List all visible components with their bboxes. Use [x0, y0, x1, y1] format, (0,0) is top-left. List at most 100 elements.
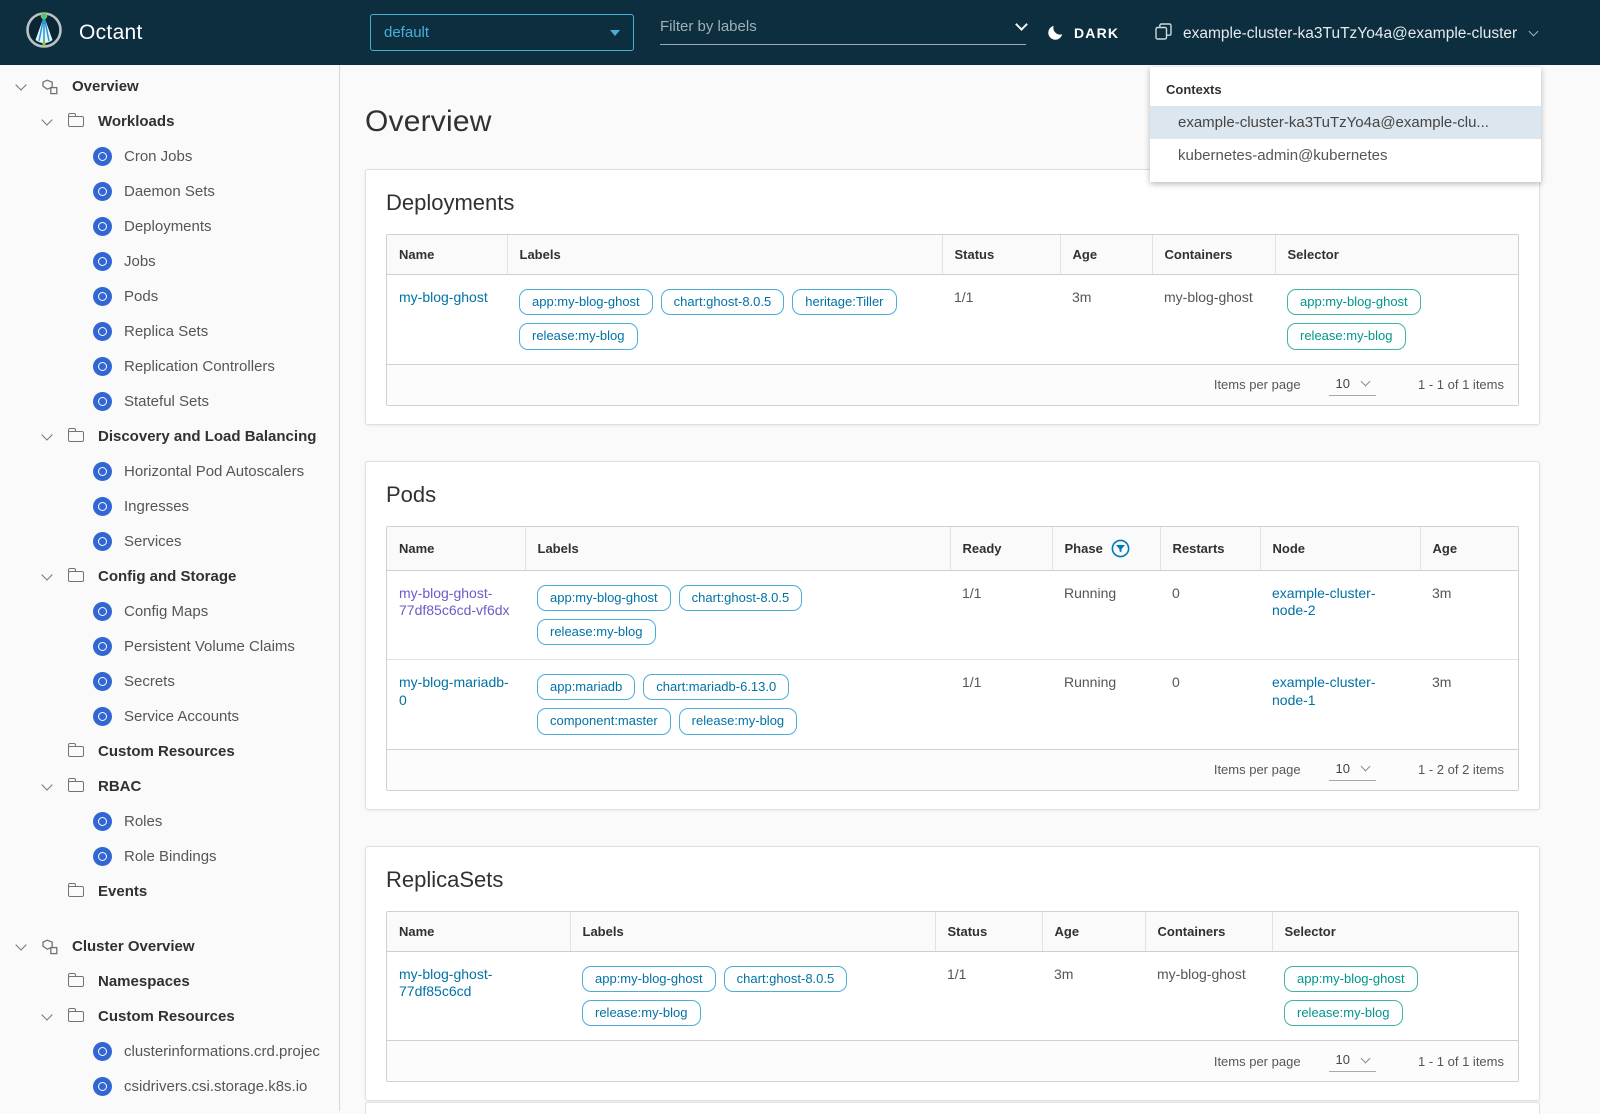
- theme-toggle[interactable]: DARK: [1048, 23, 1119, 43]
- page-size-value: 10: [1335, 1052, 1351, 1067]
- namespace-select-value: default: [384, 24, 430, 41]
- node-link[interactable]: example-cluster-node-1: [1272, 674, 1376, 708]
- pod-link[interactable]: my-blog-mariadb-0: [399, 674, 509, 708]
- octant-logo-icon: [24, 10, 64, 56]
- phase-cell: Running: [1052, 659, 1160, 749]
- replicasets-icon: [92, 322, 112, 341]
- deployments-card: Deployments Name Labels Status Age Conta…: [365, 169, 1540, 425]
- page-size-select[interactable]: 10: [1328, 1050, 1377, 1072]
- sidebar-item-cluster-overview[interactable]: Cluster Overview: [0, 929, 339, 964]
- sidebar-item-persistent-volume-claims[interactable]: Persistent Volume Claims: [0, 629, 339, 664]
- sidebar-item-label: Ingresses: [124, 498, 190, 515]
- folder-icon: [66, 882, 86, 897]
- deployment-link[interactable]: my-blog-ghost: [399, 289, 488, 305]
- table-row: my-blog-ghost-77df85c6cd-vf6dx app:my-bl…: [387, 570, 1518, 660]
- items-per-page-label: Items per page: [1213, 762, 1301, 777]
- chevron-down-icon[interactable]: [1015, 17, 1028, 31]
- sidebar-item-label: Roles: [124, 813, 163, 830]
- sidebar-item-label: Events: [98, 883, 148, 900]
- sidebar-item-namespaces[interactable]: Namespaces: [0, 964, 339, 999]
- sidebar-item-clusterinformations[interactable]: clusterinformations.crd.projec: [0, 1034, 339, 1069]
- sidebar-item-replica-sets[interactable]: Replica Sets: [0, 314, 339, 349]
- dropdown-arrow-icon: [610, 29, 620, 36]
- sidebar-item-overview[interactable]: Overview: [0, 69, 339, 104]
- namespace-select[interactable]: default: [370, 14, 634, 51]
- pvc-icon: [92, 637, 112, 656]
- label-badge: release:my-blog: [519, 323, 638, 350]
- replicaset-link[interactable]: my-blog-ghost-77df85c6cd: [399, 965, 493, 1000]
- sidebar-item-secrets[interactable]: Secrets: [0, 664, 339, 699]
- sidebar-item-config-and-storage[interactable]: Config and Storage: [0, 559, 339, 594]
- rolebindings-icon: [92, 847, 112, 866]
- sidebar-item-custom-resources[interactable]: Custom Resources: [0, 734, 339, 769]
- sidebar-item-label: Config Maps: [124, 603, 209, 620]
- sidebar-item-horizontal-pod-autoscalers[interactable]: Horizontal Pod Autoscalers: [0, 454, 339, 489]
- column-header-selector: Selector: [1274, 235, 1518, 275]
- label-filter: [660, 17, 1028, 45]
- sidebar-item-cron-jobs[interactable]: Cron Jobs: [0, 139, 339, 174]
- label-badge: chart:ghost-8.0.5: [723, 965, 848, 992]
- status-cell: 1/1: [954, 289, 974, 305]
- replicasets-table: Name Labels Status Age Containers Select…: [386, 910, 1519, 1082]
- sidebar-item-label: Custom Resources: [98, 1008, 235, 1025]
- sidebar-item-label: Discovery and Load Balancing: [98, 428, 317, 445]
- theme-toggle-label: DARK: [1074, 25, 1120, 41]
- sidebar-item-services[interactable]: Services: [0, 524, 339, 559]
- filter-icon[interactable]: [1111, 539, 1130, 558]
- sidebar-item-discovery-and-load-balancing[interactable]: Discovery and Load Balancing: [0, 419, 339, 454]
- sidebar-item-cluster-custom-resources[interactable]: Custom Resources: [0, 999, 339, 1034]
- context-selector[interactable]: example-cluster-ka3TuTzYo4a@example-clus…: [1155, 23, 1539, 45]
- next-card-partial: [365, 1102, 1540, 1114]
- pods-table: Name Labels Ready Phase: [386, 525, 1519, 791]
- label-badge: release:my-blog: [537, 618, 656, 645]
- chevron-down-icon: [1360, 1053, 1371, 1063]
- sidebar-item-service-accounts[interactable]: Service Accounts: [0, 699, 339, 734]
- chevron-down-icon: [1360, 376, 1371, 387]
- sidebar-item-roles[interactable]: Roles: [0, 804, 339, 839]
- page-size-select[interactable]: 10: [1328, 374, 1377, 396]
- statefulsets-icon: [92, 392, 112, 411]
- sidebar-item-csidrivers[interactable]: csidrivers.csi.storage.k8s.io: [0, 1069, 339, 1104]
- sidebar-item-daemon-sets[interactable]: Daemon Sets: [0, 174, 339, 209]
- sidebar-item-workloads[interactable]: Workloads: [0, 104, 339, 139]
- deployments-icon: [92, 217, 112, 236]
- contexts-icon: [1155, 23, 1172, 45]
- context-menu-item[interactable]: example-cluster-ka3TuTzYo4a@example-clu.…: [1150, 106, 1541, 139]
- sidebar-item-deployments[interactable]: Deployments: [0, 209, 339, 244]
- deployments-table: Name Labels Status Age Containers Select…: [386, 234, 1519, 406]
- page-size-value: 10: [1335, 760, 1351, 776]
- caret-down-icon: [14, 938, 28, 951]
- chevron-down-icon: [1360, 761, 1371, 772]
- table-row: my-blog-mariadb-0 app:mariadb chart:mari…: [387, 659, 1518, 749]
- sidebar-item-ingresses[interactable]: Ingresses: [0, 489, 339, 524]
- daemonsets-icon: [92, 182, 112, 201]
- sidebar-item-rbac[interactable]: RBAC: [0, 769, 339, 804]
- sidebar-item-events[interactable]: Events: [0, 874, 339, 909]
- sidebar-item-stateful-sets[interactable]: Stateful Sets: [0, 384, 339, 419]
- node-link[interactable]: example-cluster-node-2: [1272, 584, 1376, 619]
- sidebar-item-role-bindings[interactable]: Role Bindings: [0, 839, 339, 874]
- app-brand: Octant: [24, 0, 143, 65]
- sidebar-item-config-maps[interactable]: Config Maps: [0, 594, 339, 629]
- label-badge: app:mariadb: [537, 674, 636, 701]
- page-size-select[interactable]: 10: [1328, 759, 1377, 781]
- context-menu-item[interactable]: kubernetes-admin@kubernetes: [1178, 147, 1388, 164]
- card-title: ReplicaSets: [386, 866, 504, 892]
- sidebar-item-replication-controllers[interactable]: Replication Controllers: [0, 349, 339, 384]
- ingresses-icon: [92, 497, 112, 516]
- restarts-cell: 0: [1160, 659, 1260, 749]
- ready-cell: 1/1: [962, 584, 982, 601]
- sidebar-item-label: Cluster Overview: [72, 938, 195, 955]
- label-badge: heritage:Tiller: [792, 289, 897, 316]
- column-header-labels: Labels: [524, 526, 950, 571]
- card-title: Deployments: [386, 190, 515, 215]
- column-header-age: Age: [1419, 526, 1518, 571]
- label-badge: app:my-blog-ghost: [519, 289, 653, 316]
- label-filter-input[interactable]: [660, 18, 980, 35]
- sidebar-item-jobs[interactable]: Jobs: [0, 244, 339, 279]
- status-cell: 1/1: [947, 965, 967, 982]
- column-header-containers: Containers: [1151, 235, 1275, 275]
- column-header-ready: Ready: [949, 526, 1052, 571]
- sidebar-item-pods[interactable]: Pods: [0, 279, 339, 314]
- pod-link[interactable]: my-blog-ghost-77df85c6cd-vf6dx: [399, 584, 510, 619]
